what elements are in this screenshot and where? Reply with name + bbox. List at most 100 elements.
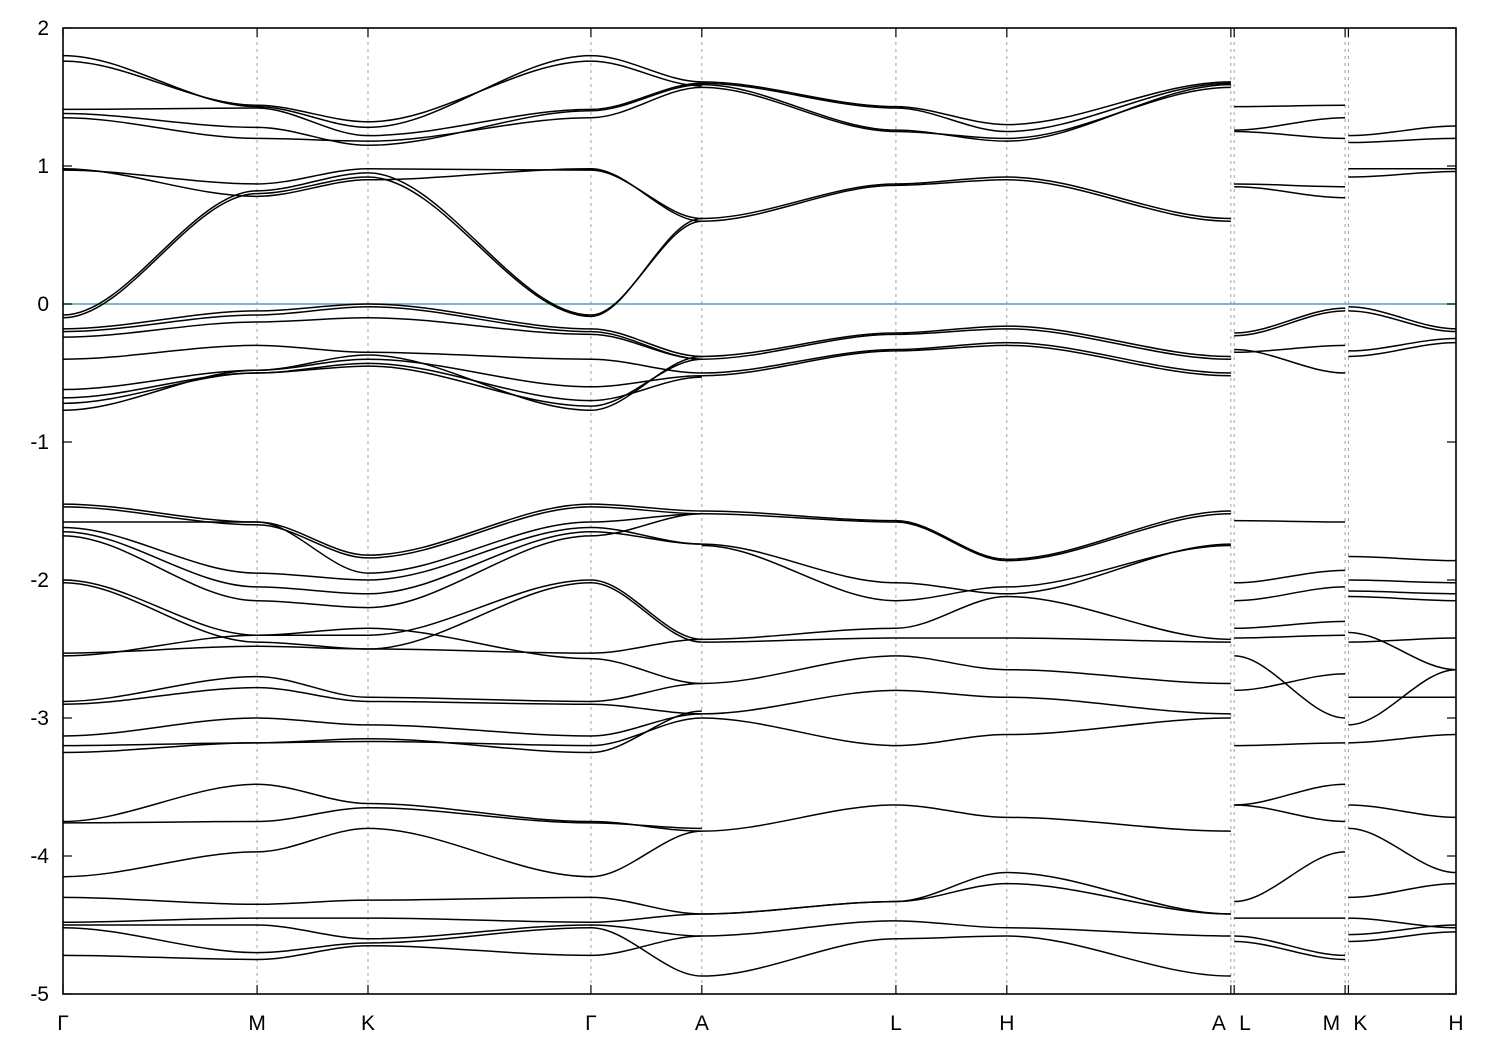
bands: [63, 54, 1456, 977]
x-tick-label: M: [1323, 1012, 1341, 1035]
band-line: [63, 913, 702, 923]
band-line: [63, 168, 702, 220]
band-line: [1348, 882, 1456, 899]
band-line: [701, 595, 1231, 641]
band-line: [1348, 341, 1456, 358]
band-line: [701, 920, 1231, 937]
band-line: [701, 655, 1231, 685]
band-line: [63, 638, 702, 654]
band-line: [1348, 170, 1456, 178]
band-line: [1234, 935, 1346, 957]
band-line: [701, 544, 1231, 602]
band-line: [63, 927, 702, 977]
band-line: [701, 328, 1231, 360]
x-tick-label: L: [890, 1012, 902, 1035]
x-tick-label: H: [999, 1012, 1014, 1035]
band-line: [1234, 586, 1346, 602]
band-line: [701, 341, 1231, 374]
band-line: [1348, 827, 1456, 874]
y-tick-label: -4: [30, 845, 49, 868]
band-line: [701, 804, 1231, 832]
band-line: [1348, 631, 1456, 671]
band-line: [63, 579, 702, 641]
x-tick-label: H: [1448, 1012, 1463, 1035]
y-tick-label: 2: [37, 17, 49, 40]
band-line: [1234, 634, 1346, 639]
band-line: [1234, 519, 1346, 523]
band-line: [63, 86, 702, 142]
band-line: [701, 689, 1231, 715]
band-line: [1234, 655, 1346, 719]
y-axis: 2 1 0 -1 -2 -3 -4 -5: [30, 17, 1456, 1006]
band-line: [701, 637, 1231, 643]
x-tick-label: A: [695, 1012, 709, 1035]
y-tick-label: -2: [30, 569, 49, 592]
band-line: [1348, 917, 1456, 929]
band-line: [1348, 804, 1456, 819]
band-line: [63, 924, 702, 940]
band-line: [63, 827, 702, 878]
band-line: [701, 83, 1231, 142]
band-line: [1234, 783, 1346, 806]
band-line: [63, 806, 702, 830]
y-tick-label: 1: [37, 155, 49, 178]
band-line: [63, 896, 702, 915]
band-line: [701, 510, 1231, 561]
band-line: [63, 358, 702, 391]
band-line: [63, 713, 702, 737]
band-line: [701, 871, 1231, 915]
band-line: [701, 82, 1231, 133]
band-line: [1348, 137, 1456, 144]
band-line: [1234, 742, 1346, 747]
band-line: [63, 686, 702, 715]
band-line: [63, 627, 702, 685]
y-tick-label: 0: [37, 293, 49, 316]
band-line: [1234, 130, 1346, 140]
band-line: [63, 83, 702, 147]
band-line: [1348, 555, 1456, 562]
y-tick-label: -3: [30, 707, 49, 730]
x-tick-label: L: [1239, 1012, 1251, 1035]
band-line: [63, 503, 702, 556]
band-line: [1234, 185, 1346, 199]
band-line: [63, 172, 702, 316]
band-line: [1234, 310, 1346, 337]
band-line: [1234, 307, 1346, 334]
band-line: [63, 317, 702, 360]
x-tick-label: A: [1212, 1012, 1226, 1035]
band-line: [63, 506, 702, 559]
band-line: [63, 54, 702, 129]
band-line: [63, 530, 702, 595]
band-line: [63, 82, 702, 137]
x-tick-label: K: [361, 1012, 375, 1035]
band-line: [1234, 851, 1346, 903]
band-line: [63, 513, 702, 609]
band-line: [63, 717, 702, 747]
plot-frame: [62, 27, 1457, 995]
band-line: [1348, 590, 1456, 595]
band-line: [63, 176, 702, 319]
band-line: [701, 882, 1231, 915]
band-line: [1234, 804, 1346, 823]
band-line: [701, 935, 1231, 977]
x-tick-label: Γ: [585, 1012, 597, 1035]
x-tick-label: M: [248, 1012, 266, 1035]
band-line: [63, 526, 702, 581]
band-line: [1348, 733, 1456, 744]
band-line: [701, 513, 1231, 562]
band-line: [701, 176, 1231, 220]
band-line: [63, 354, 702, 412]
kpoint-gridlines: [256, 28, 1349, 994]
band-line: [1234, 673, 1346, 692]
band-line: [63, 675, 702, 703]
band-line: [1234, 104, 1346, 108]
band-line: [63, 306, 702, 360]
band-line: [1234, 344, 1346, 354]
band-line: [1348, 595, 1456, 602]
band-line: [1234, 116, 1346, 131]
band-line: [1348, 310, 1456, 333]
y-tick-label: -1: [30, 431, 49, 454]
band-line: [63, 935, 702, 961]
